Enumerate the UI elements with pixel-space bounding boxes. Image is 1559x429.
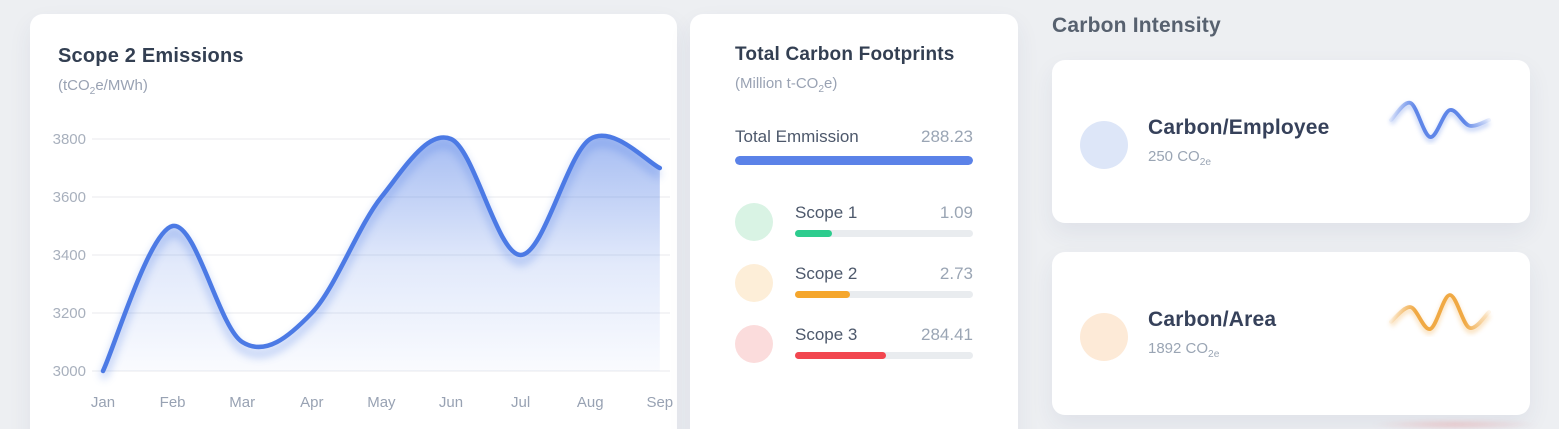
- scope-row: Scope 1 1.09: [735, 203, 973, 241]
- scope2-emissions-line-chart: 3800 3600 3400 3200 3000 Jan Feb Mar Apr May Jun Ju…: [53, 131, 674, 411]
- intensity-card-title: Carbon/Area: [1148, 308, 1277, 331]
- total-emission-label: Total Emmission: [735, 127, 859, 146]
- scope-value: 284.41: [921, 325, 973, 344]
- scope2-emissions-card: Scope 2 Emissions (tCO2e/MWh) 3800 3600 34…: [30, 14, 677, 429]
- scope-label: Scope 1: [795, 203, 858, 222]
- total-emission-value: 288.23: [921, 127, 973, 146]
- carbon-intensity-heading: Carbon Intensity: [1052, 14, 1221, 37]
- scope-color-dot: [735, 203, 773, 241]
- scope-row: Scope 2 2.73: [735, 264, 973, 302]
- svg-text:Mar: Mar: [229, 394, 255, 411]
- footprint-card-title: Total Carbon Footprints: [735, 44, 955, 65]
- intensity-card-value: 1892 CO2e: [1148, 340, 1220, 360]
- scope-value: 1.09: [939, 203, 973, 222]
- scope-progress-fill: [795, 230, 833, 237]
- svg-text:Sep: Sep: [646, 394, 673, 411]
- scope-color-dot: [735, 264, 773, 302]
- scope-breakdown-list: Scope 1 1.09 Scope 2 2.73 Scope 3 284.41: [735, 203, 973, 386]
- total-emission-progress-fill: [735, 156, 973, 165]
- intensity-card-value: 250 CO2e: [1148, 148, 1212, 168]
- carbon-intensity-card: Carbon/Employee 250 CO2e: [1052, 60, 1530, 223]
- total-emission-progress-track: [735, 156, 973, 165]
- intensity-sparkline-chart: [1389, 100, 1491, 143]
- svg-text:Jul: Jul: [511, 394, 530, 411]
- scope2-card-unit: (tCO2e/MWh): [58, 77, 148, 97]
- svg-text:Jan: Jan: [91, 394, 115, 411]
- svg-text:Feb: Feb: [160, 394, 186, 411]
- svg-text:3600: 3600: [53, 189, 86, 206]
- svg-text:3000: 3000: [53, 363, 86, 380]
- svg-text:May: May: [367, 394, 396, 411]
- scope-progress-track: [795, 352, 973, 359]
- svg-text:Apr: Apr: [300, 394, 323, 411]
- scope-label: Scope 2: [795, 264, 858, 283]
- carbon-intensity-card: Carbon/Area 1892 CO2e: [1052, 252, 1530, 415]
- scope-progress-track: [795, 230, 973, 237]
- scope-progress-fill: [795, 291, 851, 298]
- next-card-red-glow: [1372, 420, 1538, 429]
- scope-value: 2.73: [939, 264, 973, 283]
- scope-progress-track: [795, 291, 973, 298]
- svg-text:Jun: Jun: [439, 394, 463, 411]
- footprint-card-unit: (Million t-CO2e): [735, 75, 838, 95]
- scope2-card-title: Scope 2 Emissions: [58, 45, 244, 67]
- scope-row: Scope 3 284.41: [735, 325, 973, 363]
- intensity-card-title: Carbon/Employee: [1148, 116, 1330, 139]
- intensity-color-dot: [1080, 313, 1128, 361]
- scope-label: Scope 3: [795, 325, 858, 344]
- total-emission-row: Total Emmission 288.23: [735, 127, 973, 165]
- intensity-color-dot: [1080, 121, 1128, 169]
- carbon-intensity-cards: Carbon/Employee 250 CO2e Carbon/Area 189…: [1052, 60, 1530, 429]
- scope-color-dot: [735, 325, 773, 363]
- svg-text:3800: 3800: [53, 131, 86, 148]
- svg-text:3400: 3400: [53, 247, 86, 264]
- intensity-sparkline-chart: [1389, 293, 1491, 335]
- svg-text:Aug: Aug: [577, 394, 604, 411]
- svg-text:3200: 3200: [53, 305, 86, 322]
- scope-progress-fill: [795, 352, 886, 359]
- total-carbon-footprints-card: Total Carbon Footprints (Million t-CO2e)…: [690, 14, 1018, 429]
- carbon-intensity-section: Carbon Intensity Carbon/Employee 250 CO2…: [1052, 0, 1530, 415]
